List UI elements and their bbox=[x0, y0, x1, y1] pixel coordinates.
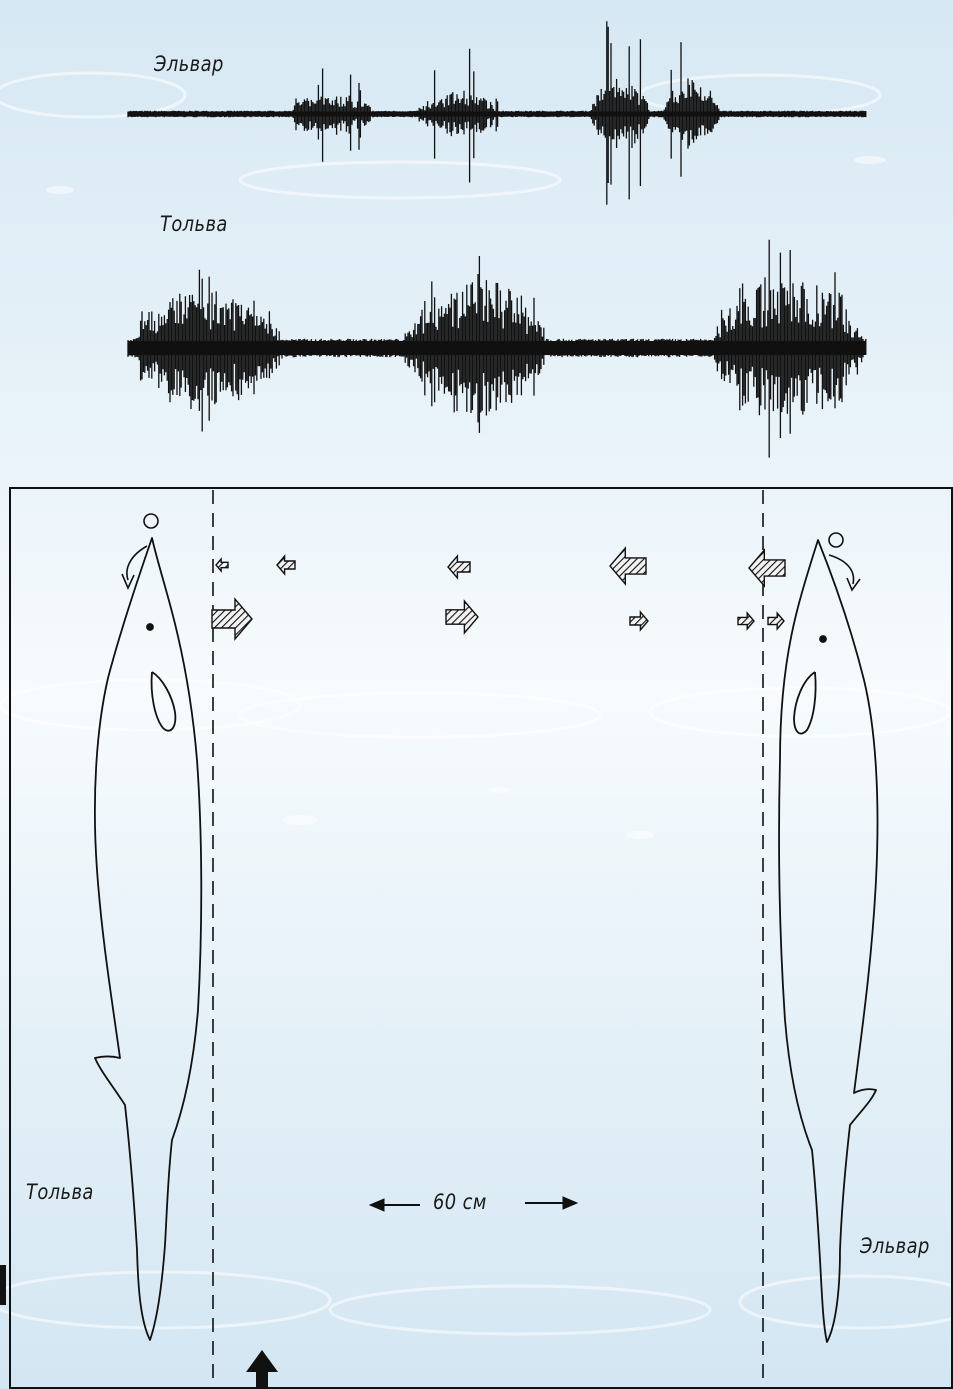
hatched-arrow-icon bbox=[737, 611, 755, 631]
hatched-arrow-icon bbox=[767, 611, 785, 631]
bubble-icon bbox=[828, 532, 844, 548]
waveform-trace bbox=[127, 239, 867, 458]
edge-mark bbox=[0, 1265, 6, 1305]
waveform-tolva bbox=[127, 239, 867, 458]
up-arrow-icon bbox=[246, 1350, 278, 1389]
diagram-frame bbox=[9, 487, 953, 1389]
dolphin-outline-icon bbox=[778, 539, 879, 1343]
dolphin-outline-icon bbox=[93, 537, 203, 1341]
distance-arrows bbox=[368, 1196, 579, 1212]
waveform-label-elvar: Эльвар bbox=[154, 52, 224, 76]
waveform-label-tolva: Тольва bbox=[160, 212, 228, 236]
curved-arrow-icon bbox=[828, 554, 855, 585]
hatched-arrow-icon bbox=[445, 599, 479, 635]
waveform-trace bbox=[127, 21, 867, 205]
hatched-arrow-icon bbox=[211, 597, 253, 641]
curved-arrow-head bbox=[121, 573, 135, 590]
hatched-arrow-icon bbox=[215, 557, 229, 573]
distance-label: 60 см bbox=[433, 1190, 487, 1214]
hatched-arrow-icon bbox=[609, 546, 647, 586]
hatched-arrow-icon bbox=[447, 554, 471, 580]
hatched-arrow-icon bbox=[748, 548, 786, 588]
hatched-arrow-icon bbox=[276, 554, 296, 576]
waveform-elvar bbox=[127, 21, 867, 205]
right-dolphin-label: Эльвар bbox=[860, 1234, 930, 1258]
curved-arrow-head bbox=[846, 577, 861, 592]
hatched-arrow-icon bbox=[629, 610, 649, 632]
bubble-icon bbox=[143, 513, 159, 529]
signal-arrows bbox=[211, 546, 786, 641]
curved-arrow-icon bbox=[126, 545, 148, 581]
left-dolphin-label: Тольва bbox=[26, 1180, 94, 1204]
